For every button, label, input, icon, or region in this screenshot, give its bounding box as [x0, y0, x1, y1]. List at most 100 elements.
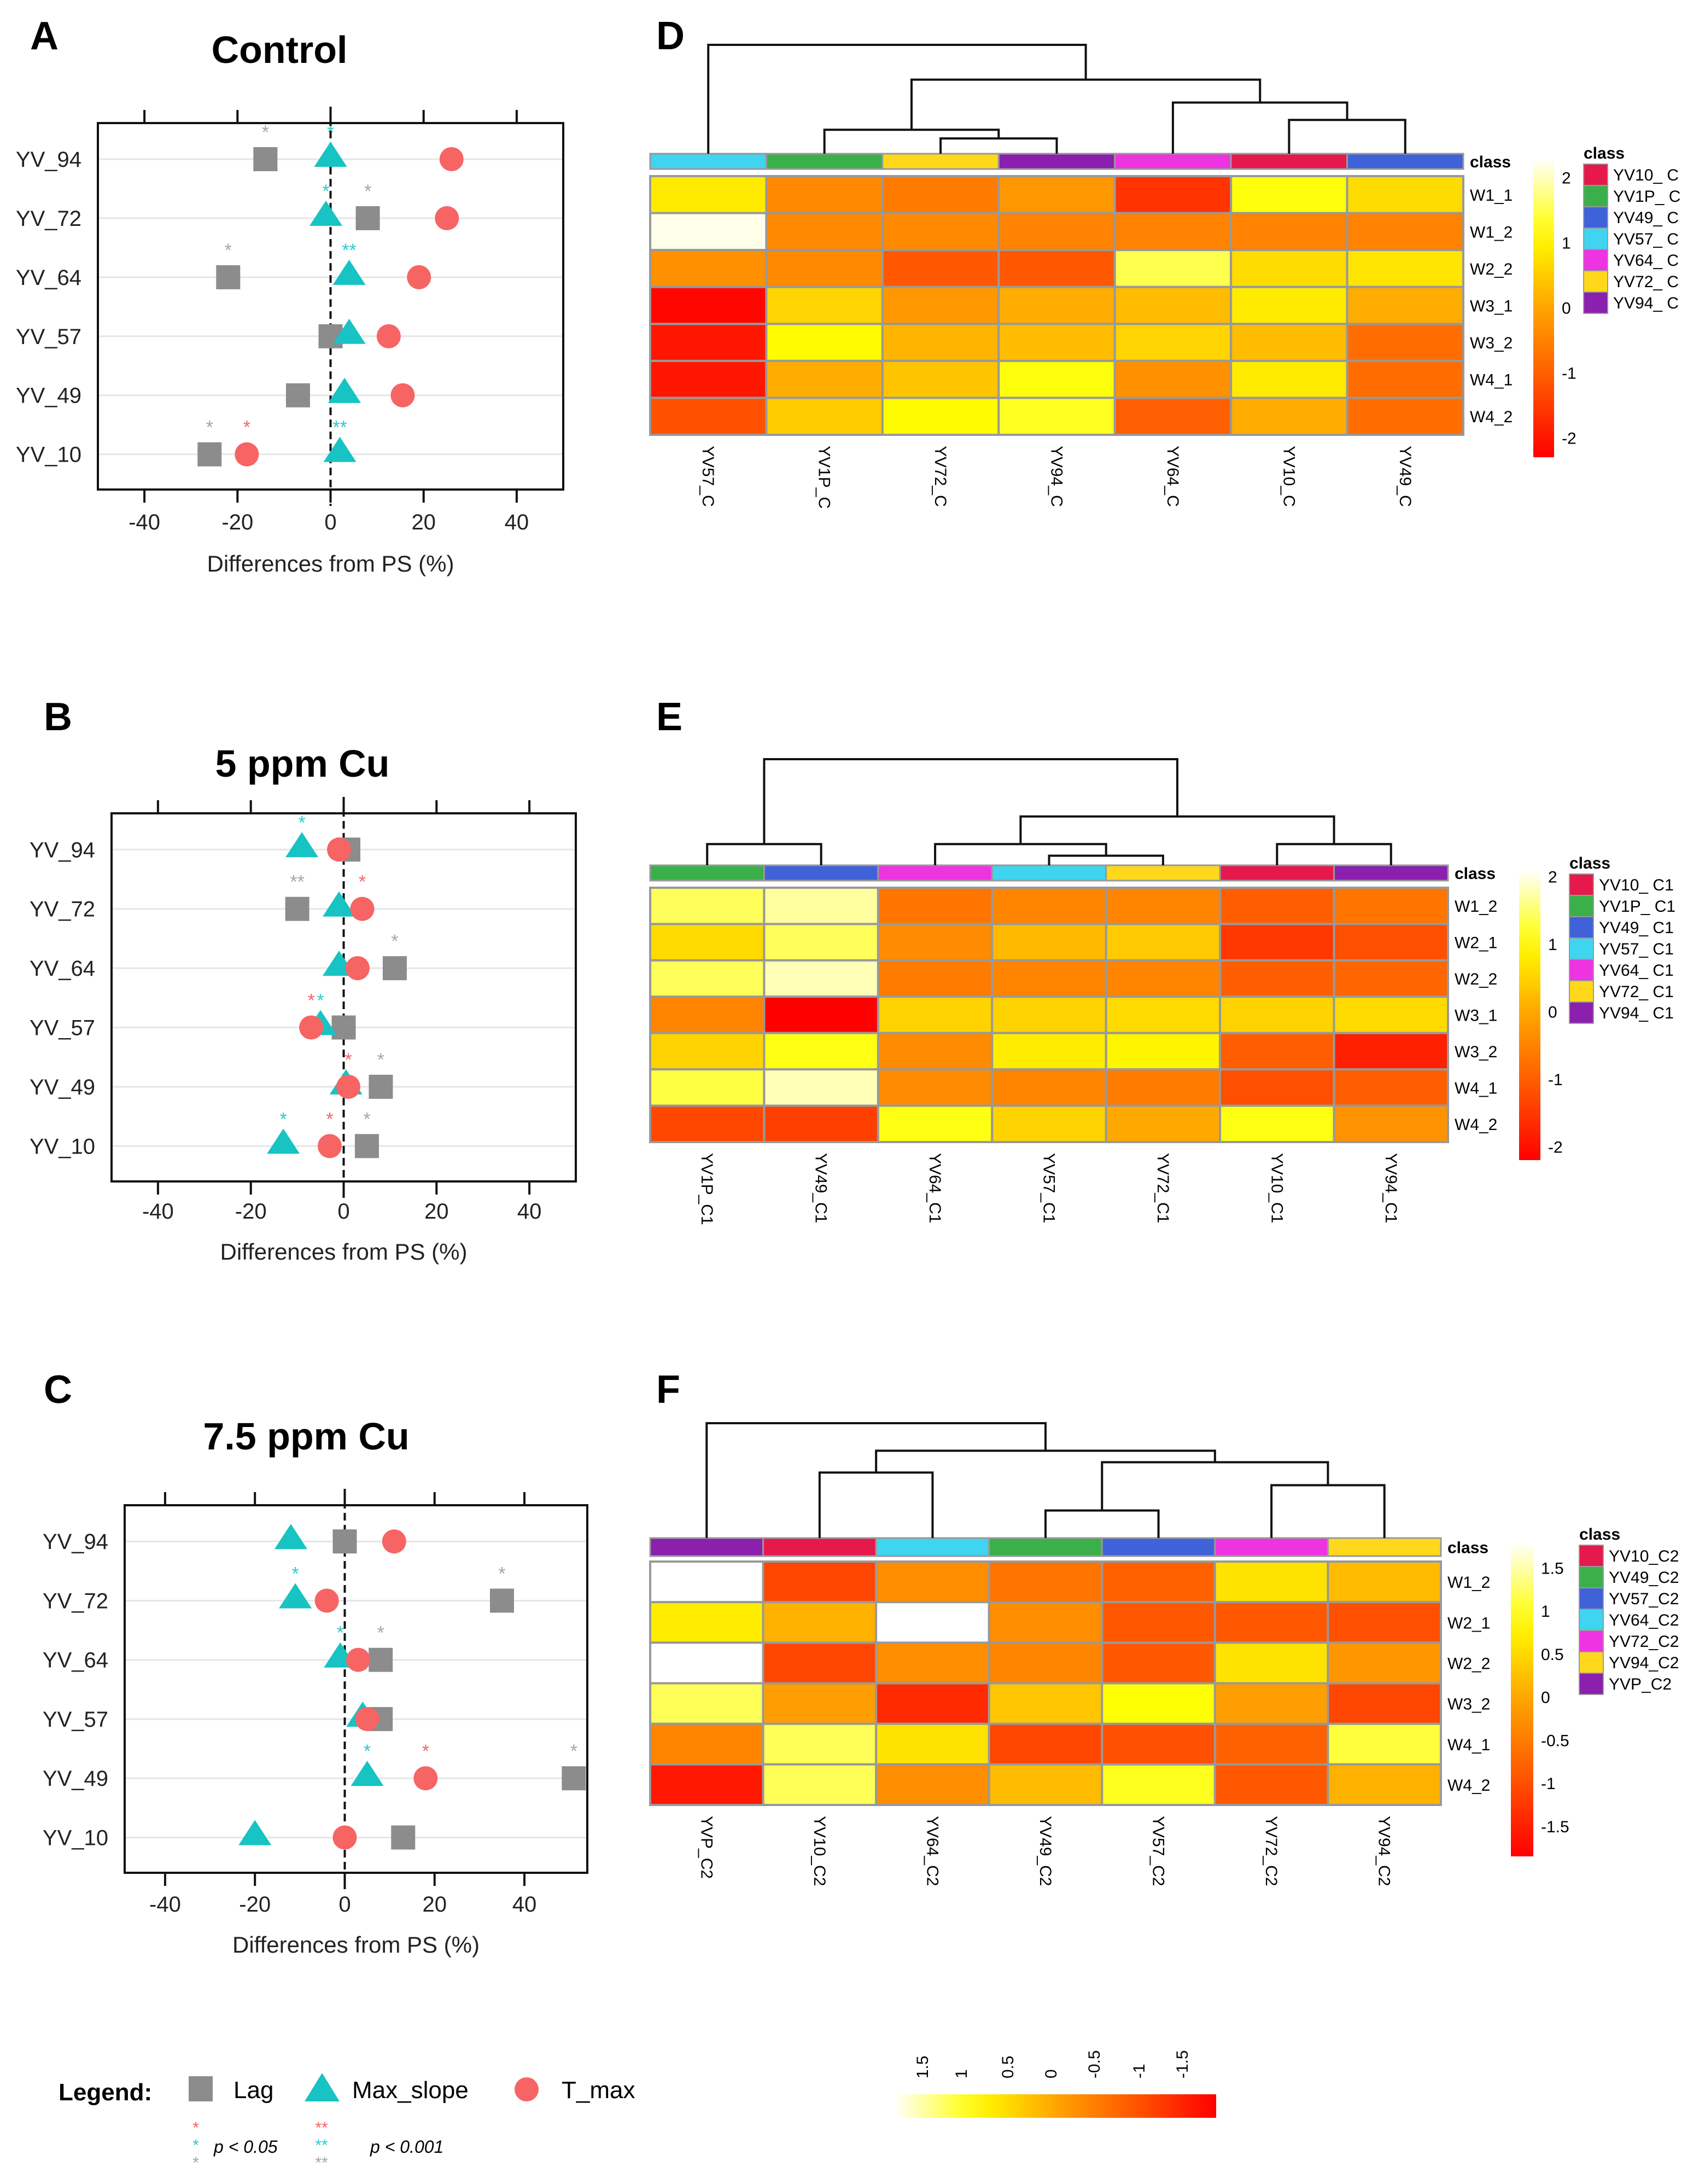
heatmap-cell [649, 175, 768, 214]
category-label: YV_64 [16, 266, 81, 290]
class-bar-cell [1214, 1537, 1329, 1557]
class-legend-title: class [1569, 854, 1610, 872]
legend-single-star: * [192, 2136, 199, 2154]
class-legend-swatch [1569, 1001, 1594, 1024]
heatmap-cell [997, 212, 1116, 252]
panel-letter: F [656, 1368, 680, 1412]
heatmap-cell [649, 323, 768, 362]
heatmap-cell [649, 1560, 764, 1604]
row-label: W2_2 [1470, 260, 1513, 278]
heatmap-cell [1213, 1601, 1329, 1644]
lag-marker [369, 1074, 393, 1099]
class-bar-cell [988, 1537, 1103, 1557]
dendrogram-branch [1019, 815, 1335, 845]
heatmap-cell [877, 887, 994, 925]
lag-marker [369, 1647, 393, 1672]
t-max-marker [345, 956, 370, 981]
t-max-marker [407, 265, 431, 289]
class-legend-swatch [1579, 1673, 1604, 1695]
x-tick-label: -20 [239, 1892, 271, 1917]
dot-plot-C: C 7.5 ppm Cu YV_94 YV_72 YV_64 YV_57 YV_49 YV_1… [43, 1368, 588, 1958]
heatmap-cell [1333, 887, 1450, 925]
dendrogram-branch [1171, 101, 1348, 154]
colorbar-tick-label: 0 [1562, 300, 1571, 318]
heatmap-cell [763, 887, 879, 925]
heatmap-cell [762, 1601, 878, 1644]
heatmap-cell [1219, 995, 1335, 1034]
heatmap-cell [1105, 1068, 1222, 1107]
heatmap-cell [991, 887, 1107, 925]
heatmap-cell [649, 1032, 766, 1071]
column-label: YV57_C [699, 446, 717, 507]
colorbar-tick-label: -1 [1562, 364, 1576, 382]
heatmap-cell [1346, 175, 1465, 214]
max-slope-marker [274, 1524, 307, 1550]
t-max-marker [327, 837, 352, 862]
class-legend-title: class [1584, 144, 1625, 162]
max-slope-legend-marker [305, 2073, 340, 2101]
lag-marker [216, 265, 241, 289]
row-label: W4_1 [1447, 1736, 1490, 1754]
category-label: YV_72 [30, 898, 95, 922]
heatmap-cell [649, 397, 768, 436]
heatmap-cell [1346, 359, 1465, 399]
colorbar-tick-label: 0.5 [1541, 1646, 1564, 1664]
heatmap-cell [1213, 1641, 1329, 1685]
heatmap-cell [877, 1068, 994, 1107]
heatmap-cell [1113, 249, 1233, 288]
class-legend-label: YV72_ C1 [1599, 983, 1674, 1001]
max-slope-marker [314, 141, 347, 167]
heatmap-cell [763, 1032, 879, 1071]
legend-double-star: ** [315, 2136, 328, 2154]
class-bar-cell [649, 153, 767, 170]
heatmap-cell [1230, 212, 1348, 252]
class-legend-swatch [1583, 164, 1608, 186]
heatmap-cell [762, 1722, 878, 1766]
heatmap-cell [762, 1641, 878, 1685]
max-slope-marker [323, 891, 356, 917]
heatmap-cell [649, 286, 768, 325]
dendrogram-branch [1288, 119, 1406, 154]
row-label: W4_1 [1470, 371, 1513, 389]
colorbar-tick-label: -1.5 [1541, 1818, 1569, 1836]
heatmap-cell [1213, 1763, 1329, 1806]
x-tick-label: -40 [129, 510, 160, 534]
heatmap-cell [1219, 923, 1335, 962]
category-label: YV_57 [43, 1708, 108, 1732]
colorbar-tick-label: 0 [1548, 1003, 1557, 1021]
significance-star: * [322, 181, 329, 202]
heatmap-cell [1346, 286, 1465, 325]
column-label: YV94_C1 [1382, 1153, 1400, 1223]
column-label: YV94_C2 [1375, 1816, 1393, 1886]
colorbar-tick-label: 1.5 [1541, 1559, 1564, 1577]
colorbar-tick-label: 1 [1562, 235, 1571, 253]
category-label: YV_10 [16, 443, 81, 467]
class-legend-swatch [1583, 270, 1608, 293]
max-slope-marker [238, 1820, 272, 1845]
class-bar-cell [1114, 153, 1232, 170]
class-legend-swatch [1579, 1651, 1604, 1674]
plot-title: Control [212, 28, 348, 71]
legend-label-t-max: T_max [562, 2077, 635, 2104]
dendrogram-branch [939, 137, 1058, 154]
x-tick-label: 0 [338, 1892, 351, 1917]
max-slope-marker [267, 1128, 300, 1154]
heatmap-cell [877, 995, 994, 1034]
class-legend-label: YV64_C2 [1609, 1611, 1679, 1629]
x-tick-label: -40 [142, 1199, 174, 1224]
heatmap-cell [881, 175, 1000, 214]
heatmap-cell [1327, 1682, 1442, 1725]
x-tick-label: 0 [324, 510, 336, 534]
dendrogram-branch [1044, 1509, 1160, 1538]
class-legend-swatch [1579, 1566, 1604, 1588]
significance-star: * [280, 1109, 287, 1129]
category-label: YV_94 [43, 1530, 108, 1554]
class-bar-cell [1327, 1537, 1442, 1557]
heatmap-cell [1113, 212, 1233, 252]
heatmap-cell [1333, 1068, 1450, 1107]
x-tick-label: -20 [235, 1199, 267, 1224]
heatmap-cell [881, 286, 1000, 325]
lag-marker [332, 1529, 357, 1554]
class-legend-label: YV10_ C1 [1599, 876, 1674, 894]
plot-title: 5 ppm Cu [215, 742, 390, 785]
